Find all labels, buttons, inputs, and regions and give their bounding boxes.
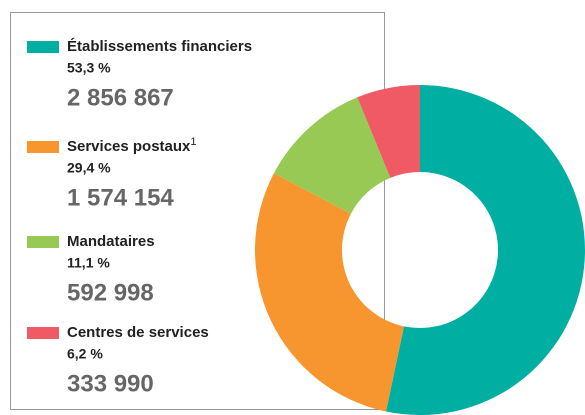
category-name: Établissements financiers [67, 38, 252, 55]
legend-label: Établissements financiers [67, 38, 252, 55]
legend-swatch [27, 41, 59, 53]
legend-label: Services postaux1 [67, 136, 197, 155]
donut-slice [254, 173, 404, 412]
percent-label: 11,1 % [67, 255, 110, 271]
percent-label: 53,3 % [67, 60, 111, 76]
legend-label: Centres de services [67, 324, 209, 341]
count-label: 592 998 [67, 279, 154, 306]
donut-slice [273, 97, 391, 214]
legend-swatch [27, 141, 59, 153]
footnote-marker: 1 [190, 136, 196, 148]
category-name: Services postaux [67, 138, 191, 155]
category-name: Mandataires [67, 233, 155, 250]
category-name: Centres de services [67, 324, 209, 341]
count-label: 2 856 867 [67, 84, 174, 111]
count-label: 1 574 154 [67, 184, 174, 211]
percent-label: 6,2 % [67, 346, 103, 362]
count-label: 333 990 [67, 370, 154, 397]
donut-slice [386, 85, 585, 415]
donut-slice [357, 85, 420, 178]
legend-label: Mandataires [67, 233, 155, 250]
legend-swatch [27, 236, 59, 248]
legend-swatch [27, 327, 59, 339]
percent-label: 29,4 % [67, 160, 111, 176]
